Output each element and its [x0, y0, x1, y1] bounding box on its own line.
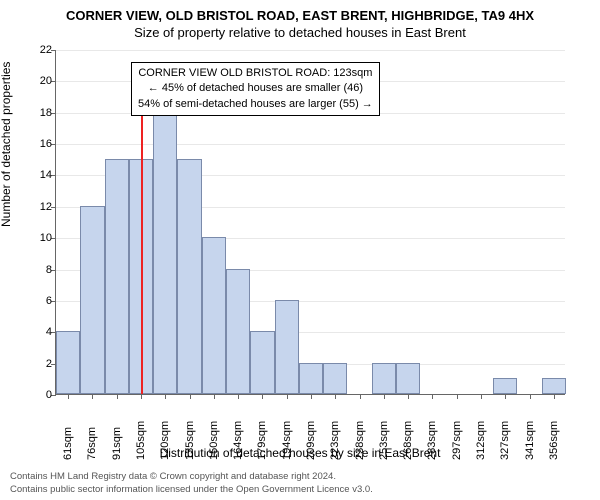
histogram-bar [396, 363, 420, 394]
xtick-mark [481, 394, 482, 399]
y-axis-label: Number of detached properties [0, 62, 13, 227]
histogram-bar [177, 159, 201, 394]
footer-line1: Contains HM Land Registry data © Crown c… [10, 471, 373, 483]
annotation-line2: ← 45% of detached houses are smaller (46… [138, 81, 373, 96]
xtick-mark [238, 394, 239, 399]
ytick-label: 10 [26, 232, 52, 244]
xtick-mark [92, 394, 93, 399]
histogram-bar [372, 363, 396, 394]
annotation-line1: CORNER VIEW OLD BRISTOL ROAD: 123sqm [138, 66, 373, 81]
ytick-label: 18 [26, 107, 52, 119]
xtick-mark [214, 394, 215, 399]
histogram-bar [202, 237, 226, 394]
x-axis-label: Distribution of detached houses by size … [0, 446, 600, 460]
xtick-mark [432, 394, 433, 399]
grid-line [56, 144, 565, 145]
xtick-mark [335, 394, 336, 399]
grid-line [56, 50, 565, 51]
ytick-label: 22 [26, 44, 52, 56]
chart: 024681012141618202261sqm76sqm91sqm105sqm… [55, 50, 565, 395]
annotation-box: CORNER VIEW OLD BRISTOL ROAD: 123sqm← 45… [131, 62, 380, 116]
xtick-mark [117, 394, 118, 399]
histogram-bar [80, 206, 104, 394]
histogram-bar [56, 331, 80, 394]
ytick-label: 6 [26, 295, 52, 307]
ytick-label: 20 [26, 75, 52, 87]
ytick-label: 4 [26, 326, 52, 338]
ytick-label: 0 [26, 389, 52, 401]
xtick-mark [384, 394, 385, 399]
ytick-label: 12 [26, 201, 52, 213]
xtick-mark [165, 394, 166, 399]
property-marker-line [141, 112, 143, 394]
xtick-mark [530, 394, 531, 399]
ytick-label: 14 [26, 169, 52, 181]
histogram-bar [542, 378, 566, 394]
xtick-mark [457, 394, 458, 399]
histogram-bar [153, 112, 177, 394]
page-title: CORNER VIEW, OLD BRISTOL ROAD, EAST BREN… [0, 0, 600, 23]
xtick-mark [408, 394, 409, 399]
histogram-bar [299, 363, 323, 394]
xtick-mark [505, 394, 506, 399]
histogram-bar [226, 269, 250, 394]
ytick-label: 16 [26, 138, 52, 150]
footer-line2: Contains public sector information licen… [10, 484, 373, 496]
xtick-mark [287, 394, 288, 399]
xtick-mark [68, 394, 69, 399]
xtick-mark [360, 394, 361, 399]
xtick-mark [141, 394, 142, 399]
xtick-mark [311, 394, 312, 399]
histogram-bar [493, 378, 517, 394]
xtick-mark [262, 394, 263, 399]
ytick-label: 8 [26, 264, 52, 276]
histogram-bar [250, 331, 274, 394]
histogram-bar [323, 363, 347, 394]
ytick-label: 2 [26, 358, 52, 370]
histogram-bar [275, 300, 299, 394]
histogram-bar [105, 159, 129, 394]
annotation-line3: 54% of semi-detached houses are larger (… [138, 97, 373, 112]
xtick-mark [190, 394, 191, 399]
footer-attribution: Contains HM Land Registry data © Crown c… [10, 471, 373, 496]
page-subtitle: Size of property relative to detached ho… [0, 23, 600, 40]
xtick-mark [554, 394, 555, 399]
